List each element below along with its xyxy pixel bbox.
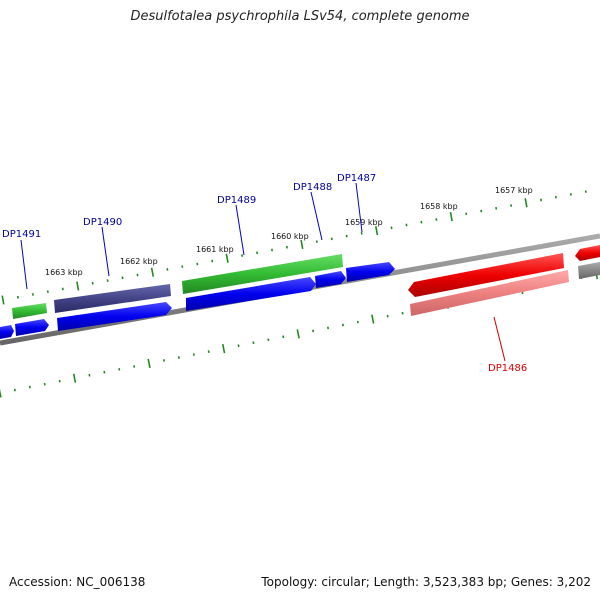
gene-labels: DP1491 DP1490 DP1489 DP1488 DP1487 DP148… <box>2 173 527 374</box>
minor-tick <box>360 231 363 235</box>
minor-tick <box>285 245 288 249</box>
minor-tick <box>267 338 270 342</box>
major-tick <box>147 358 151 368</box>
minor-tick <box>356 320 359 324</box>
scale-label-1660: 1660 kbp <box>271 232 309 241</box>
major-tick <box>72 373 77 383</box>
gene-arrow-forward <box>186 277 316 311</box>
minor-tick <box>118 368 121 371</box>
leader-line-dp1489 <box>235 204 245 256</box>
gene-arrow-forward <box>15 319 49 336</box>
major-tick <box>1 295 5 305</box>
scale-label-1662: 1662 kbp <box>120 257 158 266</box>
gene-pink-feature <box>410 270 569 316</box>
major-tick <box>449 212 453 222</box>
minor-tick <box>121 276 124 280</box>
gene-gray-feature <box>578 262 600 279</box>
minor-tick <box>386 314 389 318</box>
gene-label-dp1487: DP1487 <box>337 173 376 184</box>
minor-tick <box>256 251 259 255</box>
major-tick <box>222 344 226 354</box>
minor-tick <box>252 341 255 345</box>
major-tick <box>375 225 379 236</box>
gene-rna-dp1491 <box>12 303 47 319</box>
scale-label-1657: 1657 kbp <box>495 186 533 195</box>
accession-text: Accession: NC_006138 <box>9 575 146 589</box>
major-tick <box>0 389 2 398</box>
major-tick <box>371 314 375 324</box>
gene-arrow-forward <box>57 302 172 331</box>
gene-label-dp1491: DP1491 <box>2 229 41 240</box>
gene-arrow-reverse <box>575 245 600 261</box>
major-tick <box>300 239 304 250</box>
minor-tick <box>103 370 106 374</box>
scale-label-1661: 1661 kbp <box>196 245 234 254</box>
minor-tick <box>28 385 31 389</box>
genome-title: Desulfotalea psychrophila LSv54, complet… <box>130 9 470 24</box>
minor-tick <box>237 344 240 348</box>
minor-tick <box>192 353 195 356</box>
minor-tick <box>282 335 285 339</box>
gene-rna-dp1489 <box>182 254 343 294</box>
gene-arrow-reverse-dp1486 <box>408 253 564 297</box>
minor-tick <box>495 206 498 210</box>
scale-labels: 1657 kbp 1658 kbp 1659 kbp 1660 kbp 1661… <box>45 186 533 277</box>
scale-label-1663: 1663 kbp <box>45 268 83 277</box>
leader-line-dp1490 <box>101 226 110 277</box>
minor-tick <box>465 212 468 216</box>
major-tick <box>524 198 528 208</box>
minor-tick <box>43 382 46 386</box>
gene-label-dp1488: DP1488 <box>293 182 332 193</box>
major-tick <box>76 281 80 291</box>
minor-tick <box>58 379 61 383</box>
leader-line-dp1487 <box>355 182 363 233</box>
minor-tick <box>207 350 210 353</box>
gene-arrow-forward-dp1488 <box>315 271 346 288</box>
major-tick <box>150 267 155 277</box>
minor-tick <box>91 281 94 285</box>
gene-label-dp1486: DP1486 <box>488 363 527 374</box>
minor-tick <box>46 290 49 293</box>
upper-tick-track <box>1 190 587 305</box>
scale-label-1658: 1658 kbp <box>420 202 458 211</box>
gene-arrow-forward <box>0 325 14 339</box>
minor-tick <box>330 237 333 241</box>
scale-label-1659: 1659 kbp <box>345 218 383 227</box>
gene-arrow-forward-dp1487 <box>346 262 395 282</box>
topology-text: Topology: circular; Length: 3,523,383 bp… <box>261 575 591 589</box>
minor-tick <box>401 311 404 315</box>
minor-tick <box>390 226 393 230</box>
major-tick <box>225 253 229 263</box>
gene-label-dp1490: DP1490 <box>83 217 122 228</box>
minor-tick <box>88 373 91 377</box>
minor-tick <box>16 295 19 299</box>
gene-features <box>0 245 600 339</box>
gene-label-dp1489: DP1489 <box>217 195 256 206</box>
leader-line-dp1488 <box>310 191 323 241</box>
leader-line-dp1486 <box>493 316 506 362</box>
major-tick <box>296 329 300 339</box>
minor-tick <box>569 193 572 196</box>
minor-tick <box>341 323 344 327</box>
gene-pseudo-dp1490 <box>54 284 171 313</box>
leader-line-dp1491 <box>20 239 28 290</box>
